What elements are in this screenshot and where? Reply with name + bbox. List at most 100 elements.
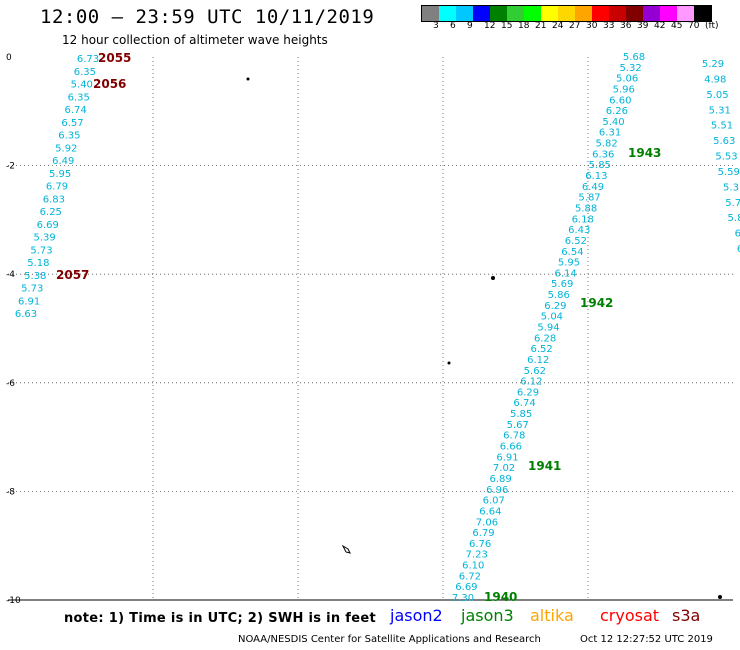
pass-time-label: 2056 (93, 77, 126, 91)
wave-height-value: 6.83 (43, 194, 65, 205)
wave-height-value: 5.95 (49, 169, 71, 180)
scale-swatch (677, 6, 694, 21)
scale-swatch (558, 6, 575, 21)
scale-swatch (575, 6, 592, 21)
wave-height-value: 6.35 (68, 92, 90, 103)
scale-swatch (694, 6, 711, 21)
wave-height-value: 6.43 (568, 225, 590, 236)
wave-height-value: 5.7 (725, 198, 740, 209)
wave-height-value: 6.79 (472, 528, 494, 539)
wave-height-value: 5.73 (21, 284, 43, 295)
wave-height-value: 6.79 (46, 182, 68, 193)
satellite-legend-altika: altika (530, 606, 574, 625)
wave-height-value: 7.06 (476, 517, 498, 528)
wave-height-value: 5.18 (27, 258, 49, 269)
map-grid (8, 57, 733, 601)
island-marker (491, 276, 495, 280)
wave-height-value: 6.36 (592, 149, 614, 160)
map-title: 12:00 — 23:59 UTC 10/11/2019 (40, 6, 375, 28)
wave-height-value: 5.87 (578, 193, 600, 204)
wave-height-value: 6 (737, 244, 740, 255)
wave-height-map: -165-162-159-156-153-1500-2-4-6-8-10 6.7… (6, 51, 740, 605)
wave-height-value: 6.74 (513, 398, 535, 409)
satellite-legend-cryosat: cryosat (600, 606, 660, 625)
wave-height-value: 5.96 (613, 84, 635, 95)
wave-height-value: 6.49 (582, 182, 604, 193)
wave-height-value: 5.92 (55, 143, 77, 154)
wave-height-value: 5.59 (718, 167, 740, 178)
wave-height-value: 5.85 (510, 409, 532, 420)
scale-swatch (626, 6, 643, 21)
scale-label: 15 (501, 21, 513, 31)
scale-label: 6 (450, 21, 456, 31)
wave-height-value: 6.74 (64, 105, 86, 116)
wave-height-value: 6.78 (503, 431, 525, 442)
wave-height-value: 5.04 (541, 312, 563, 323)
wave-height-value: 6.66 (500, 442, 522, 453)
wave-height-value: 7.30 (452, 593, 474, 604)
wave-height-value: 5.40 (71, 80, 93, 91)
axis-ticks: -165-162-159-156-153-1500-2-4-6-8-10 (6, 53, 21, 605)
wave-height-value: 6.10 (462, 561, 484, 572)
wave-height-value: 5.68 (623, 52, 645, 63)
wave-height-value: 5.73 (30, 245, 52, 256)
wave-height-value: 5.95 (558, 258, 580, 269)
wave-height-value: 5.38 (24, 271, 46, 282)
scale-label: 27 (569, 21, 581, 31)
wave-height-value: 6.69 (455, 582, 477, 593)
y-tick-label: 0 (6, 53, 12, 63)
scale-label: 21 (535, 21, 547, 31)
wave-height-value: 6.31 (599, 128, 621, 139)
scale-swatch (490, 6, 507, 21)
wave-height-value: 6.29 (517, 387, 539, 398)
wave-height-value: 6.64 (479, 506, 501, 517)
wave-height-value: 6.12 (520, 377, 542, 388)
scale-swatch (473, 6, 490, 21)
wave-height-value: 5.67 (507, 420, 529, 431)
wave-height-value: 6.76 (469, 539, 491, 550)
wave-height-value: 5.06 (616, 74, 638, 85)
pass-time-label: 2057 (56, 268, 89, 282)
color-scale-labels: 3 6 9 12 15 18 21 24 27 30 33 36 39 42 45 70 (ft) (421, 21, 740, 35)
scale-label: 30 (586, 21, 598, 31)
scale-swatch (609, 6, 626, 21)
satellite-legend-jason3: jason3 (461, 606, 514, 625)
wave-height-value: 6 (735, 229, 740, 240)
wave-height-value: 5.29 (702, 59, 724, 70)
wave-height-value: 5.32 (619, 63, 641, 74)
wave-height-value: 6.49 (52, 156, 74, 167)
wave-height-value: 6.07 (483, 496, 505, 507)
wave-height-value: 6.28 (534, 333, 556, 344)
scale-swatch (456, 6, 473, 21)
wave-height-value: 7.23 (466, 550, 488, 561)
scale-label: 9 (467, 21, 473, 31)
scale-label: 36 (620, 21, 632, 31)
scale-label: 3 (433, 21, 439, 31)
y-tick-label: -6 (6, 379, 15, 389)
scale-swatch (422, 6, 439, 21)
scale-swatch (507, 6, 524, 21)
credit-text: NOAA/NESDIS Center for Satellite Applica… (238, 634, 541, 645)
satellite-legend-jason2: jason2 (390, 606, 443, 625)
wave-height-value: 6.14 (554, 268, 576, 279)
island-marker (718, 595, 722, 599)
satellite-legend-s3a: s3a (672, 606, 701, 625)
wave-height-value: 6.35 (74, 67, 96, 78)
scale-swatch (524, 6, 541, 21)
pass-time-label: 1940 (484, 590, 517, 604)
wave-height-value: 6.26 (606, 106, 628, 117)
islands (246, 77, 722, 599)
scale-swatch (592, 6, 609, 21)
footer-note: note: 1) Time is in UTC; 2) SWH is in fe… (64, 611, 376, 626)
island-marker (447, 361, 451, 365)
wave-height-value: 5.3 (723, 182, 739, 193)
wave-height-value: 6.25 (40, 207, 62, 218)
wave-height-value: 6.73 (77, 54, 99, 65)
scale-label: 33 (603, 21, 615, 31)
wave-height-value: 5.39 (33, 233, 55, 244)
wave-height-value: 5.82 (596, 139, 618, 150)
wave-height-value: 6.12 (527, 355, 549, 366)
scale-swatch (439, 6, 456, 21)
scale-label: 12 (484, 21, 496, 31)
scale-label: 70 (688, 21, 700, 31)
